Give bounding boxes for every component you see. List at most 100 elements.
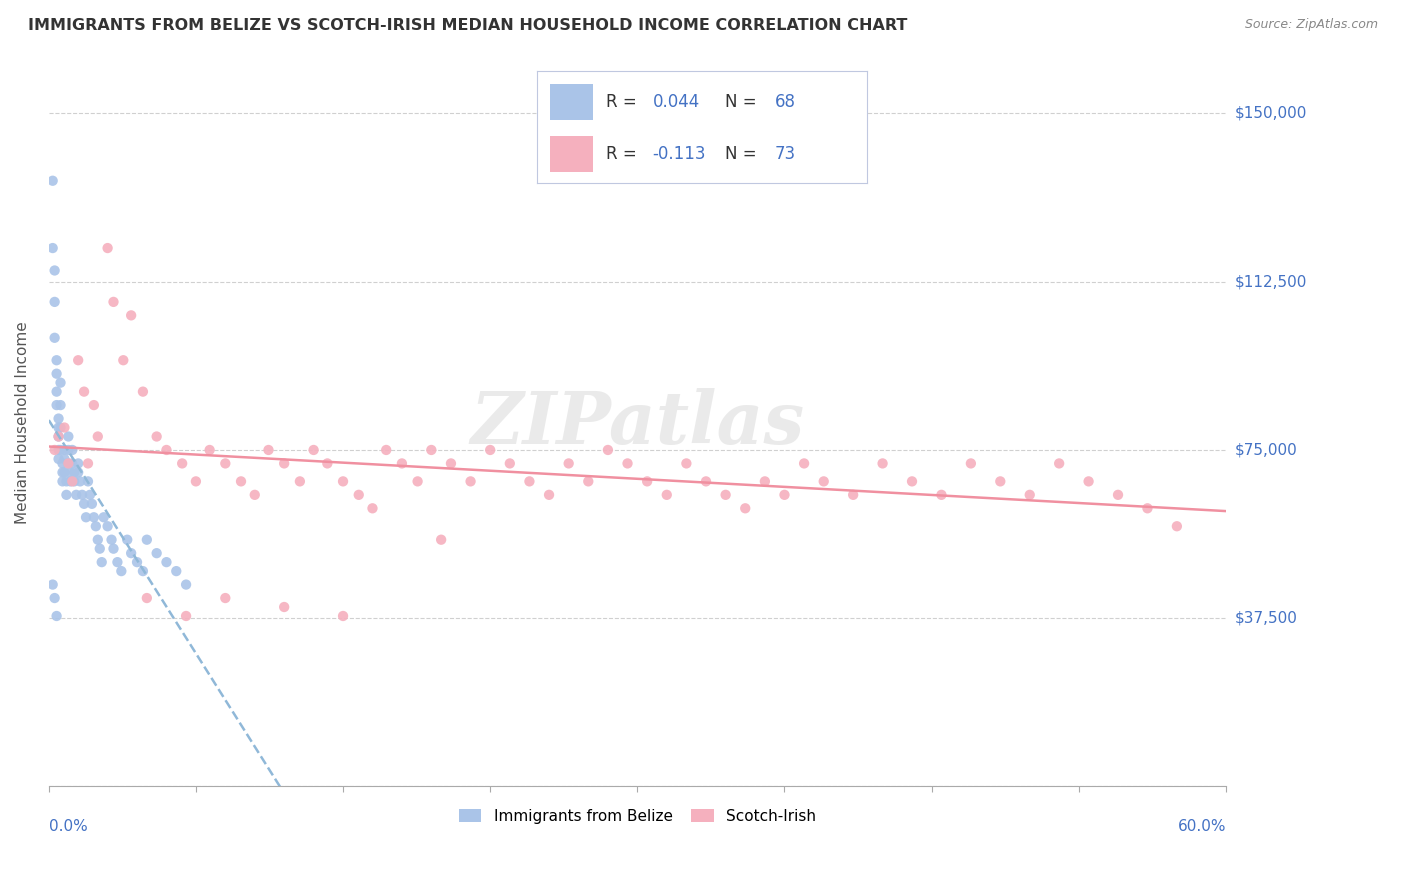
Point	[48, 420, 70, 434]
Point	[132, 564, 155, 578]
Point	[45, 398, 67, 412]
Point	[49, 442, 72, 457]
Point	[901, 475, 924, 489]
Point	[44, 331, 66, 345]
Point	[48, 429, 70, 443]
Point	[420, 442, 443, 457]
Point	[695, 475, 717, 489]
Point	[243, 488, 266, 502]
Point	[53, 452, 76, 467]
Point	[174, 577, 197, 591]
Point	[51, 457, 73, 471]
Point	[45, 384, 67, 399]
Point	[198, 442, 221, 457]
Point	[53, 420, 76, 434]
Point	[288, 475, 311, 489]
Point	[41, 577, 63, 591]
Point	[1018, 488, 1040, 502]
Point	[44, 591, 66, 605]
Point	[675, 457, 697, 471]
Text: 0.0%: 0.0%	[49, 819, 87, 834]
Point	[41, 241, 63, 255]
Point	[273, 600, 295, 615]
Point	[332, 475, 354, 489]
Point	[165, 564, 187, 578]
Point	[135, 591, 157, 605]
Text: $37,500: $37,500	[1234, 611, 1298, 625]
Point	[655, 488, 678, 502]
Point	[48, 452, 70, 467]
Point	[55, 488, 77, 502]
Point	[60, 475, 83, 489]
Point	[1107, 488, 1129, 502]
Point	[616, 457, 638, 471]
Point	[479, 442, 502, 457]
Point	[135, 533, 157, 547]
Point	[316, 457, 339, 471]
Point	[519, 475, 541, 489]
Point	[714, 488, 737, 502]
Point	[636, 475, 658, 489]
Point	[430, 533, 453, 547]
Text: IMMIGRANTS FROM BELIZE VS SCOTCH-IRISH MEDIAN HOUSEHOLD INCOME CORRELATION CHART: IMMIGRANTS FROM BELIZE VS SCOTCH-IRISH M…	[28, 18, 907, 33]
Point	[120, 309, 142, 323]
Point	[48, 411, 70, 425]
Point	[75, 510, 97, 524]
Point	[1077, 475, 1099, 489]
Point	[79, 488, 101, 502]
Point	[155, 442, 177, 457]
Point	[73, 384, 96, 399]
Point	[63, 466, 86, 480]
Text: 60.0%: 60.0%	[1177, 819, 1226, 834]
Point	[63, 475, 86, 489]
Point	[988, 475, 1011, 489]
Point	[112, 353, 135, 368]
Point	[125, 555, 148, 569]
Point	[73, 497, 96, 511]
Point	[53, 442, 76, 457]
Point	[55, 475, 77, 489]
Point	[45, 609, 67, 624]
Point	[97, 241, 120, 255]
Text: $112,500: $112,500	[1234, 274, 1306, 289]
Point	[60, 442, 83, 457]
Point	[45, 367, 67, 381]
Point	[77, 475, 100, 489]
Point	[754, 475, 776, 489]
Point	[557, 457, 579, 471]
Point	[440, 457, 463, 471]
Point	[67, 457, 90, 471]
Point	[44, 442, 66, 457]
Point	[93, 510, 115, 524]
Point	[115, 533, 138, 547]
Text: $75,000: $75,000	[1234, 442, 1296, 458]
Point	[49, 420, 72, 434]
Point	[813, 475, 835, 489]
Point	[172, 457, 194, 471]
Point	[332, 609, 354, 624]
Point	[214, 591, 236, 605]
Point	[361, 501, 384, 516]
Point	[214, 457, 236, 471]
Point	[103, 541, 125, 556]
Point	[538, 488, 561, 502]
Point	[69, 475, 91, 489]
Point	[273, 457, 295, 471]
Point	[49, 376, 72, 390]
Point	[576, 475, 599, 489]
Point	[1166, 519, 1188, 533]
Point	[59, 466, 82, 480]
Point	[1136, 501, 1159, 516]
Point	[302, 442, 325, 457]
Point	[347, 488, 370, 502]
Point	[48, 442, 70, 457]
Point	[59, 475, 82, 489]
Point	[145, 546, 167, 560]
Point	[257, 442, 280, 457]
Point	[49, 398, 72, 412]
Point	[58, 457, 80, 471]
Point	[100, 533, 122, 547]
Point	[84, 519, 107, 533]
Point	[406, 475, 429, 489]
Point	[80, 497, 103, 511]
